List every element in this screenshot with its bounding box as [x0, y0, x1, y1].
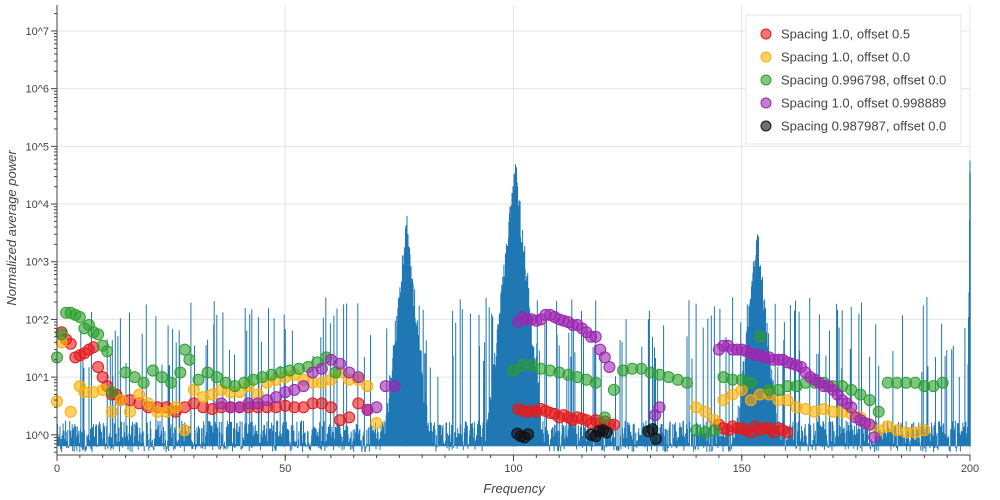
legend-marker	[760, 51, 772, 63]
y-tick-label: 10^0	[25, 430, 49, 442]
series-1-point	[744, 394, 757, 407]
series-1-point	[105, 405, 118, 418]
series-1-point	[781, 394, 794, 407]
y-tick-label: 10^6	[25, 84, 49, 96]
series-3-point	[297, 380, 310, 393]
series-2-point	[854, 388, 867, 401]
series-3-point	[352, 371, 365, 384]
y-tick-label: 10^7	[25, 26, 49, 38]
series-2-point	[156, 371, 168, 384]
y-tick-label: 10^3	[25, 257, 49, 269]
legend-label: Spacing 0.996798, offset 0.0	[781, 73, 946, 88]
series-1-point	[142, 397, 155, 410]
series-3-point	[863, 418, 876, 431]
series-1-point	[699, 405, 712, 418]
series-2-point	[936, 376, 949, 389]
series-1-point	[370, 417, 383, 429]
series-3-point	[603, 361, 616, 373]
series-2-point	[507, 364, 520, 377]
series-1-point	[361, 380, 374, 393]
series-1-point	[717, 394, 730, 407]
series-2-point	[744, 376, 757, 389]
y-tick-label: 10^5	[25, 141, 49, 153]
series-1-point	[918, 424, 931, 437]
y-tick-label: 10^4	[25, 199, 49, 211]
series-0-point	[607, 418, 620, 431]
legend-box	[745, 14, 962, 145]
series-4-point	[649, 432, 662, 445]
series-2-point	[105, 386, 118, 399]
series-3-point	[868, 431, 881, 444]
legend-label: Spacing 0.987987, offset 0.0	[781, 119, 946, 134]
y-tick-label: 10^1	[25, 372, 49, 384]
series-1-point	[708, 414, 721, 427]
series-2-point	[146, 364, 159, 377]
series-2-point	[589, 376, 602, 389]
chart-legend: Spacing 1.0, offset 0.5 Spacing 1.0, offs…	[745, 14, 962, 145]
y-tick-label: 10^2	[25, 314, 49, 326]
series-1-point	[124, 405, 136, 418]
series-3-point	[315, 362, 328, 375]
series-2-point	[598, 411, 611, 424]
series-2-point	[863, 394, 876, 407]
series-2-point	[183, 353, 196, 366]
legend-marker	[760, 28, 772, 40]
x-axis-ticks: 0 50 100 150 200	[54, 455, 979, 475]
legend-marker	[760, 120, 772, 132]
x-tick-label: 200	[961, 463, 979, 475]
series-2-point	[178, 343, 191, 356]
series-0-point	[781, 426, 794, 439]
y-axis-label: Normalized average power	[4, 150, 19, 306]
series-4-point	[522, 428, 535, 441]
series-3-point	[370, 401, 383, 414]
x-tick-label: 0	[54, 463, 60, 475]
legend-label: Spacing 1.0, offset 0.998889	[781, 96, 946, 111]
series-3-point	[653, 401, 666, 414]
series-2-point	[55, 328, 68, 341]
series-2-point	[137, 376, 150, 389]
series-2-point	[101, 345, 114, 358]
legend-marker	[760, 97, 772, 109]
series-1-point	[64, 405, 77, 418]
series-2-point	[708, 424, 721, 437]
series-2-point	[872, 405, 885, 418]
x-tick-label: 100	[504, 463, 522, 475]
x-tick-label: 150	[733, 463, 751, 475]
legend-label: Spacing 1.0, offset 0.5	[781, 27, 910, 42]
scatter-points	[51, 306, 949, 445]
series-4-point	[600, 426, 613, 439]
series-3-point	[845, 401, 858, 414]
series-0-point	[92, 361, 105, 373]
series-2-point	[73, 311, 86, 323]
series-2-point	[92, 328, 105, 341]
series-1-point	[169, 401, 182, 414]
series-0-point	[352, 397, 365, 410]
series-0-point	[324, 401, 337, 414]
series-0-point	[343, 411, 356, 424]
legend-label: Spacing 1.0, offset 0.0	[781, 50, 910, 65]
series-1-point	[133, 388, 146, 401]
series-1-point	[178, 424, 191, 437]
series-2-point	[681, 376, 693, 389]
y-axis-ticks: 10^0 10^1 10^2 10^3 10^4 10^5 10^6 10^7	[25, 13, 57, 453]
x-tick-label: 50	[279, 463, 291, 475]
series-1-point	[735, 383, 748, 396]
legend-marker	[760, 74, 772, 86]
series-3-point	[270, 391, 283, 404]
series-2-point	[192, 373, 205, 386]
series-3-point	[388, 380, 401, 393]
series-3-point	[334, 357, 346, 370]
series-2-point	[210, 371, 223, 384]
series-2-point	[165, 376, 178, 389]
series-2-point	[128, 371, 141, 384]
series-1-point	[187, 383, 200, 396]
series-1-point	[114, 394, 127, 407]
series-3-point	[598, 351, 611, 364]
series-3-point	[589, 330, 602, 343]
series-2-point	[754, 330, 766, 343]
series-2-point	[607, 383, 620, 396]
series-2-point	[174, 366, 187, 379]
x-axis-label: Frequency	[483, 481, 546, 496]
